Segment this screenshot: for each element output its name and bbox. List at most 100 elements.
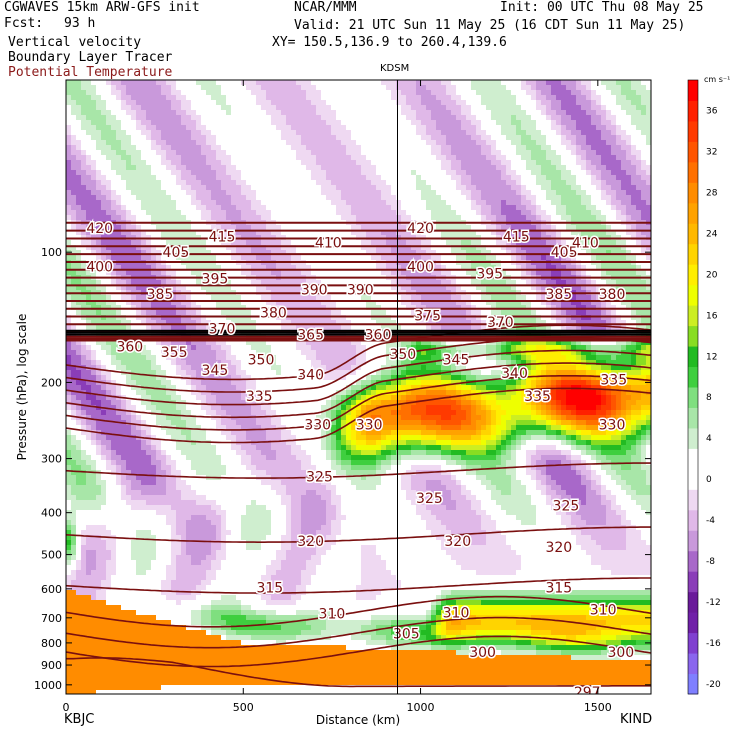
field-cell [101, 110, 106, 115]
field-cell [626, 270, 631, 275]
field-cell [346, 355, 351, 360]
field-cell [146, 250, 151, 255]
field-cell [326, 305, 331, 310]
field-cell [561, 85, 566, 90]
field-cell [486, 80, 491, 85]
field-cell [646, 320, 651, 325]
field-cell [391, 350, 396, 355]
field-cell [641, 215, 646, 220]
field-cell [351, 165, 356, 170]
field-cell [591, 95, 596, 100]
field-cell [146, 120, 151, 125]
field-cell [201, 285, 206, 290]
field-cell [446, 160, 451, 165]
field-cell [241, 205, 246, 210]
field-cell [316, 145, 321, 150]
field-cell [621, 245, 626, 250]
field-cell [66, 100, 71, 105]
field-cell [96, 320, 101, 325]
field-cell [576, 120, 581, 125]
field-cell [96, 325, 101, 330]
field-cell [566, 370, 571, 375]
field-cell [491, 340, 496, 345]
field-cell [186, 350, 191, 355]
field-cell [601, 160, 606, 165]
field-cell [91, 115, 96, 120]
field-cell [131, 345, 136, 350]
field-cell [206, 370, 211, 375]
field-cell [606, 310, 611, 315]
field-cell [476, 155, 481, 160]
field-cell [446, 135, 451, 140]
field-cell [286, 245, 291, 250]
field-cell [66, 205, 71, 210]
field-cell [471, 325, 476, 330]
field-cell [186, 230, 191, 235]
field-cell [196, 350, 201, 355]
field-cell [136, 155, 141, 160]
field-cell [486, 210, 491, 215]
field-cell [71, 215, 76, 220]
field-cell [361, 355, 366, 360]
field-cell [376, 370, 381, 375]
field-cell [291, 130, 296, 135]
field-cell [256, 340, 261, 345]
field-cell [86, 225, 91, 230]
field-cell [171, 240, 176, 245]
field-cell [141, 165, 146, 170]
field-cell [226, 110, 231, 115]
field-cell [136, 270, 141, 275]
field-cell [86, 280, 91, 285]
field-cell [146, 240, 151, 245]
field-cell [211, 280, 216, 285]
field-cell [126, 270, 131, 275]
field-cell [201, 325, 206, 330]
field-cell [431, 135, 436, 140]
field-cell [341, 325, 346, 330]
field-cell [326, 180, 331, 185]
field-cell [511, 210, 516, 215]
field-cell [151, 85, 156, 90]
field-cell [561, 190, 566, 195]
field-cell [196, 375, 201, 380]
field-cell [551, 365, 556, 370]
field-cell [611, 190, 616, 195]
field-cell [291, 245, 296, 250]
field-cell [566, 225, 571, 230]
field-cell [291, 125, 296, 130]
field-cell [161, 135, 166, 140]
field-cell [466, 225, 471, 230]
field-cell [561, 270, 566, 275]
field-cell [501, 100, 506, 105]
field-cell [466, 245, 471, 250]
field-cell [596, 145, 601, 150]
field-cell [216, 355, 221, 360]
field-cell [511, 180, 516, 185]
field-cell [66, 150, 71, 155]
field-cell [606, 255, 611, 260]
field-cell [151, 135, 156, 140]
field-cell [236, 180, 241, 185]
field-cell [551, 185, 556, 190]
field-cell [296, 125, 301, 130]
field-cell [501, 200, 506, 205]
field-cell [316, 345, 321, 350]
field-cell [256, 245, 261, 250]
field-cell [456, 240, 461, 245]
field-cell [411, 280, 416, 285]
field-cell [576, 190, 581, 195]
field-cell [446, 325, 451, 330]
field-cell [71, 245, 76, 250]
field-cell [156, 110, 161, 115]
field-cell [646, 130, 651, 135]
field-cell [546, 350, 551, 355]
field-cell [336, 325, 341, 330]
field-cell [76, 345, 81, 350]
field-cell [306, 135, 311, 140]
field-cell [571, 215, 576, 220]
field-cell [171, 100, 176, 105]
field-cell [326, 130, 331, 135]
field-cell [616, 95, 621, 100]
field-cell [621, 255, 626, 260]
field-cell [171, 225, 176, 230]
